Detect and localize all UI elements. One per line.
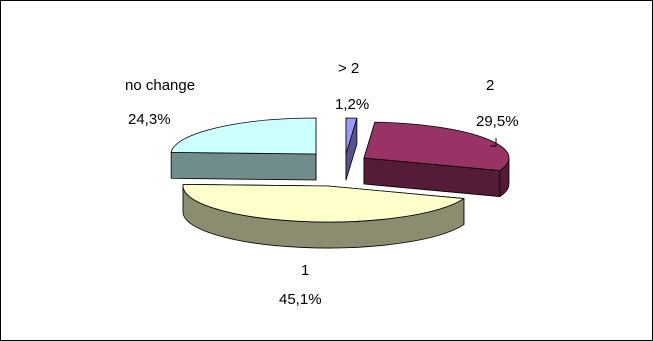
pie-slice-top-3 xyxy=(170,117,317,155)
pie-slice-3 xyxy=(170,117,317,181)
label-value-1: 45,1% xyxy=(279,291,322,308)
label-name-no-change: no change xyxy=(125,77,195,94)
label-name-1: 1 xyxy=(301,262,309,279)
pie-slice-wall-3-0 xyxy=(170,151,317,181)
pie-slices xyxy=(170,117,510,249)
label-value-no-change: 24,3% xyxy=(128,111,171,128)
pie-slice-1 xyxy=(363,121,510,197)
label-value-2: 29,5% xyxy=(476,113,519,130)
leader-line-2 xyxy=(490,138,497,147)
label-name-2: 2 xyxy=(486,77,494,94)
label-name-gt2: > 2 xyxy=(338,60,359,77)
label-value-gt2: 1,2% xyxy=(335,96,369,113)
pie-slice-top-0 xyxy=(345,117,358,155)
pie-slice-0 xyxy=(345,117,358,181)
pie-slice-top-2 xyxy=(182,183,465,223)
pie-slice-2 xyxy=(182,183,465,249)
pie-slice-top-1 xyxy=(363,121,510,171)
